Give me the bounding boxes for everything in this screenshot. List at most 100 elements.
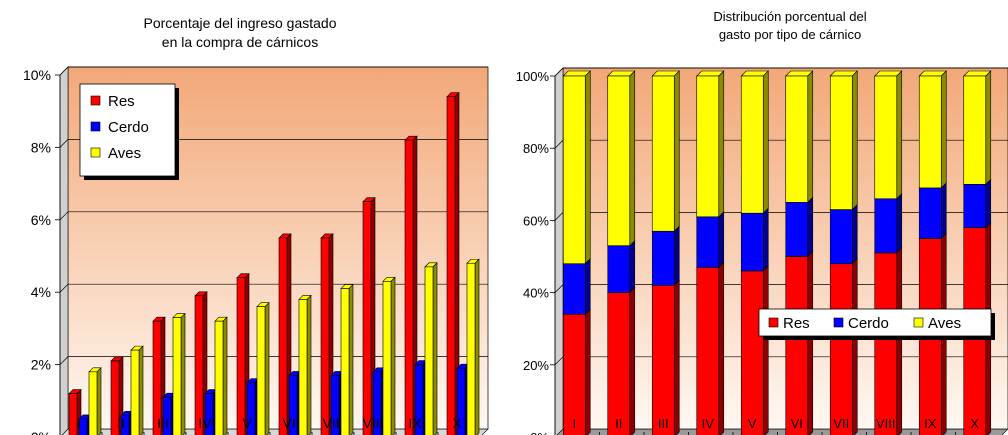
x-tick-label: VII	[322, 415, 339, 431]
gridline	[59, 283, 488, 293]
x-tick-label: V	[242, 415, 252, 431]
legend-swatch-cerdo	[833, 317, 844, 328]
bar-res-III	[651, 279, 680, 435]
y-tick-label: 2%	[31, 357, 51, 373]
bar-aves-VI	[298, 294, 312, 435]
bar-aves-VIII	[874, 70, 903, 200]
chart-title-line: Porcentaje del ingreso gastado	[143, 15, 336, 31]
x-tick-label: IV	[702, 416, 715, 431]
gridline	[59, 66, 488, 76]
chart-title-line: en la compra de cárnicos	[162, 34, 318, 50]
x-tick-label: III	[157, 415, 169, 431]
chart-title-line: gasto por tipo de cárnico	[719, 27, 861, 42]
chart-ingreso-gastado: Porcentaje del ingreso gastado en la comp…	[23, 15, 489, 435]
legend-swatch-aves	[90, 147, 101, 158]
x-tick-label: X	[452, 415, 462, 431]
x-tick-label: IX	[924, 416, 937, 431]
legend-label-cerdo: Cerdo	[108, 119, 149, 136]
bar-res-VIII	[874, 247, 903, 435]
x-tick-label: II	[117, 415, 125, 431]
gridline	[554, 67, 1008, 77]
bar-aves-IX	[424, 262, 438, 435]
bar-cerdo-IV	[696, 211, 725, 269]
bar-res-I	[562, 308, 591, 435]
y-tick-label: 8%	[31, 139, 51, 155]
legend-box	[758, 308, 992, 337]
x-tick-label: VI	[791, 416, 803, 431]
x-tick-label: X	[970, 416, 979, 431]
legend-swatch-cerdo	[90, 121, 101, 132]
bar-aves-II	[130, 345, 144, 435]
bar-aves-III	[172, 312, 186, 435]
bar-aves-X	[963, 70, 992, 186]
legend: Res Cerdo Aves	[758, 308, 995, 340]
x-tick-label: VI	[282, 415, 295, 431]
x-tick-label: II	[615, 416, 622, 431]
bar-cerdo-II	[607, 239, 636, 294]
bar-res-IX	[404, 135, 418, 435]
bar-aves-V	[256, 301, 270, 435]
x-tick-label: VIII	[876, 416, 896, 431]
bar-cerdo-X	[963, 178, 992, 229]
bar-cerdo-IX	[918, 182, 947, 240]
plot-side-wall	[554, 67, 564, 435]
bar-aves-VII	[829, 70, 858, 211]
bar-aves-II	[607, 70, 636, 247]
bar-cerdo-III	[651, 225, 680, 287]
bar-res-II	[607, 286, 636, 435]
bar-aves-VII	[340, 283, 354, 435]
bar-res-V	[236, 272, 250, 435]
x-tick-label: IX	[408, 415, 422, 431]
bar-res-X	[446, 91, 460, 435]
y-tick-label: 10%	[23, 67, 51, 83]
y-tick-label: 40%	[523, 286, 549, 301]
bar-res-VI	[785, 250, 814, 435]
y-tick-label: 100%	[516, 69, 550, 84]
x-tick-label: VII	[833, 416, 849, 431]
y-tick-label: 0%	[530, 430, 549, 435]
bar-res-IV	[696, 261, 725, 435]
bar-aves-I	[88, 367, 102, 435]
bar-aves-X	[466, 258, 480, 435]
bar-aves-IX	[918, 70, 947, 189]
bar-cerdo-VIII	[874, 193, 903, 254]
bar-aves-IV	[214, 316, 228, 435]
bar-aves-III	[651, 70, 680, 232]
legend-label-aves: Aves	[928, 315, 961, 332]
y-tick-label: 20%	[523, 358, 549, 373]
chart-title-line: Distribución porcentual del	[713, 9, 866, 24]
y-tick-label: 4%	[31, 284, 51, 300]
chart-title: Porcentaje del ingreso gastado en la comp…	[143, 15, 336, 50]
legend-swatch-res	[768, 317, 779, 328]
bar-res-VII	[829, 257, 858, 435]
bar-aves-VI	[785, 70, 814, 204]
y-tick-label: 6%	[31, 212, 51, 228]
legend: Res Cerdo Aves	[79, 83, 179, 180]
legend-swatch-res	[90, 95, 101, 106]
bar-aves-VIII	[382, 276, 396, 435]
gridline	[59, 211, 488, 221]
x-tick-label: III	[658, 416, 669, 431]
x-tick-label: I	[77, 415, 81, 431]
plot-side-wall	[59, 66, 69, 435]
legend-swatch-aves	[913, 317, 924, 328]
legend-label-res: Res	[108, 93, 135, 110]
bar-cerdo-VI	[785, 196, 814, 258]
legend-label-res: Res	[783, 315, 810, 332]
y-tick-label: 0%	[31, 429, 51, 435]
x-tick-label: V	[748, 416, 757, 431]
chart-distribucion-porcentual: Distribución porcentual del gasto por tip…	[516, 9, 1008, 435]
x-tick-label: IV	[198, 415, 212, 431]
y-tick-label: 80%	[523, 141, 549, 156]
bar-aves-I	[562, 70, 591, 265]
legend-label-cerdo: Cerdo	[848, 315, 889, 332]
bar-cerdo-I	[562, 257, 591, 315]
bar-aves-IV	[696, 70, 725, 218]
bar-aves-V	[740, 70, 769, 214]
bar-cerdo-VII	[829, 203, 858, 265]
y-tick-label: 60%	[523, 213, 549, 228]
legend-label-aves: Aves	[108, 145, 141, 162]
x-tick-label: I	[572, 416, 576, 431]
gridline	[59, 139, 488, 148]
bar-cerdo-V	[740, 207, 769, 272]
